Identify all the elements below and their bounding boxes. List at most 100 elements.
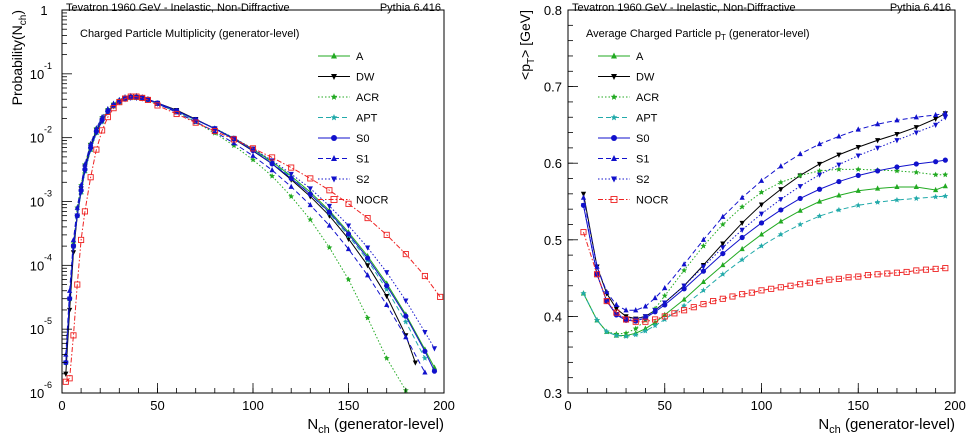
data-point [67, 287, 73, 293]
data-point [681, 267, 688, 273]
data-point [835, 206, 842, 213]
legend-item-s2: S2 [598, 174, 649, 186]
data-point [720, 241, 726, 247]
data-point [604, 288, 610, 294]
data-point [739, 194, 745, 200]
header-left: Tevatron 1960 GeV - Inelastic, Non-Diffr… [66, 2, 290, 14]
data-point [855, 153, 861, 159]
data-point [192, 119, 199, 126]
chart-title-rest: (generator-level) [726, 28, 810, 40]
data-point [422, 348, 428, 354]
y-axis-ticks: 110-110-210-310-410-510-6 [30, 3, 72, 401]
data-point [874, 199, 881, 205]
data-point [110, 105, 117, 112]
data-point [230, 136, 237, 143]
data-point [875, 121, 881, 127]
data-point [421, 272, 428, 280]
data-point [116, 99, 123, 106]
data-point [933, 111, 939, 118]
data-point [797, 150, 803, 157]
y-tick-label: 10 [30, 195, 44, 210]
x-axis-ticks: 0 50 100 150 200 [564, 383, 966, 413]
data-point [942, 171, 949, 178]
data-point [922, 266, 930, 273]
data-point [642, 303, 648, 309]
data-point [623, 330, 629, 336]
legend-marker [611, 135, 617, 141]
data-point [700, 268, 707, 274]
data-point [326, 244, 333, 251]
y-axis-label-rest: > [GeV] [517, 10, 533, 58]
data-point [66, 375, 73, 382]
data-point [269, 167, 275, 173]
data-point [913, 114, 919, 120]
y-axis-ticks: 0.3 0.4 0.5 0.6 0.7 0.8 [544, 3, 578, 401]
data-point [269, 154, 276, 161]
y-tick-label: 0.8 [544, 3, 562, 18]
data-point [690, 304, 697, 311]
legend-label: S1 [356, 154, 369, 166]
data-point [816, 172, 823, 178]
data-point [384, 270, 390, 276]
legend: A DW ACR APT S0 S1 S2 NOCR [598, 51, 668, 207]
legend-item-nocr: NOCR [598, 195, 668, 207]
data-point [894, 183, 900, 190]
legend-item-acr: ACR [598, 92, 659, 104]
data-point [93, 146, 100, 153]
data-point [288, 175, 294, 182]
x-tick-label: 100 [242, 398, 264, 413]
x-tick-label: 0 [58, 398, 65, 413]
series-line [65, 96, 441, 383]
data-point [63, 360, 69, 366]
data-point [632, 325, 639, 332]
data-point [729, 293, 736, 300]
data-point [719, 295, 726, 302]
data-point [662, 284, 668, 291]
data-point [364, 215, 371, 222]
legend-label: APT [636, 113, 658, 125]
legend-marker [331, 176, 337, 183]
legend-marker [331, 135, 337, 141]
data-point [642, 327, 649, 334]
y-tick-exponent: -6 [44, 380, 52, 390]
data-point [777, 179, 784, 185]
chart-title: Charged Particle Multiplicity (generator… [80, 28, 299, 40]
y-tick-exponent: -5 [44, 316, 52, 326]
data-point [105, 110, 111, 116]
data-point [855, 126, 861, 132]
data-point [307, 216, 314, 223]
series-line [583, 231, 946, 323]
x-axis-label-main: N [818, 416, 829, 433]
legend-label: S0 [356, 133, 369, 145]
data-point [288, 183, 294, 189]
y-tick-label: 0.4 [544, 309, 562, 324]
legend-marker [610, 93, 618, 100]
data-point [67, 307, 73, 314]
data-point [758, 202, 765, 208]
x-axis-label-sub: ch [829, 424, 841, 436]
data-point [154, 102, 161, 109]
data-point [720, 213, 726, 219]
data-point [758, 231, 765, 237]
data-point [778, 187, 784, 193]
legend-marker [611, 52, 617, 59]
data-point [913, 267, 920, 274]
data-point [652, 316, 659, 323]
data-point [144, 96, 152, 103]
data-point [816, 212, 823, 219]
legend-label: S0 [636, 133, 649, 145]
data-point [855, 273, 862, 280]
data-point [836, 152, 842, 158]
data-point [384, 283, 390, 289]
data-point [121, 95, 129, 102]
legend-item-s0: S0 [598, 133, 649, 145]
x-axis-label-rest: (generator-level) [330, 416, 444, 433]
data-point [700, 236, 707, 242]
data-point [613, 309, 620, 316]
data-point [671, 310, 678, 317]
data-point [580, 229, 587, 236]
data-point [326, 222, 332, 228]
data-point [855, 187, 861, 193]
data-point [93, 130, 99, 136]
data-point [78, 190, 84, 196]
